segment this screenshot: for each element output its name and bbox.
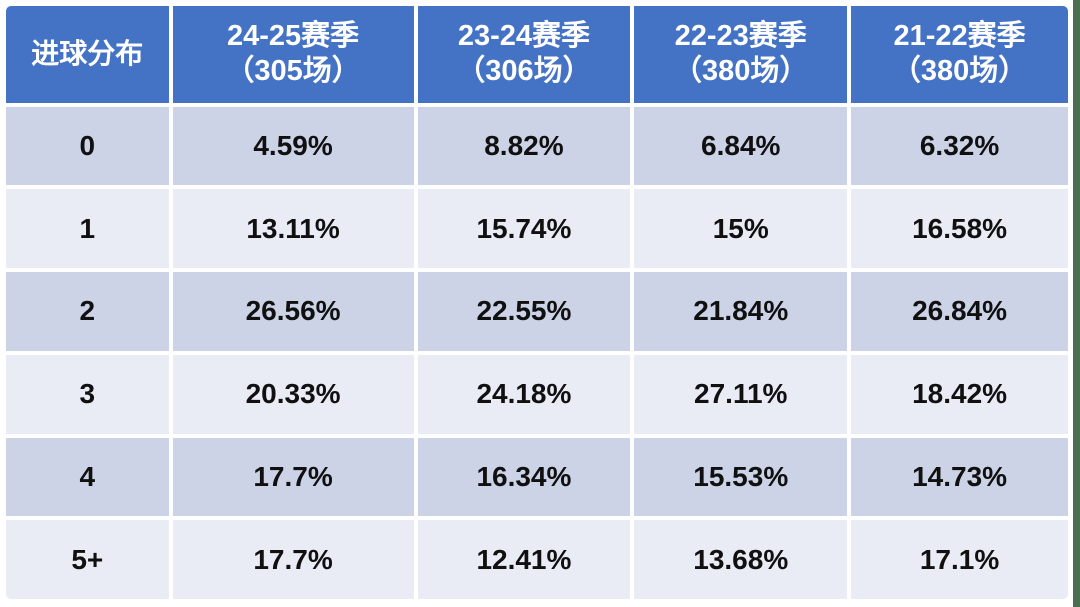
value-cell: 13.11% — [172, 189, 414, 269]
value-cell: 21.84% — [634, 272, 848, 351]
value-cell: 26.56% — [172, 272, 414, 351]
table-header-row: 进球分布 24-25赛季 （305场） 23-24赛季 （306场） 22-23… — [6, 6, 1068, 103]
row-label: 0 — [6, 106, 169, 186]
value-cell: 14.73% — [851, 437, 1068, 517]
row-label: 2 — [6, 272, 169, 351]
row-label: 3 — [6, 354, 169, 434]
value-cell: 15.53% — [634, 437, 848, 517]
value-cell: 22.55% — [417, 272, 631, 351]
value-cell: 17.1% — [851, 520, 1068, 599]
value-cell: 4.59% — [172, 106, 414, 186]
column-header-season-21-22: 21-22赛季 （380场） — [851, 6, 1068, 103]
value-cell: 18.42% — [851, 354, 1068, 434]
season-label: 21-22赛季 — [893, 19, 1026, 52]
games-count-label: （306场） — [456, 55, 592, 88]
value-cell: 6.84% — [634, 106, 848, 186]
row-label: 5+ — [6, 520, 169, 599]
row-label: 1 — [6, 189, 169, 269]
table-row-goals-3: 3 20.33% 24.18% 27.11% 18.42% — [6, 354, 1068, 434]
value-cell: 17.7% — [172, 437, 414, 517]
season-label: 22-23赛季 — [674, 19, 807, 52]
table-row-goals-4: 4 17.7% 16.34% 15.53% 14.73% — [6, 437, 1068, 517]
value-cell: 26.84% — [851, 272, 1068, 351]
table-row-goals-0: 0 4.59% 8.82% 6.84% 6.32% — [6, 106, 1068, 186]
right-edge-strip — [1073, 0, 1080, 607]
column-header-season-22-23: 22-23赛季 （380场） — [634, 6, 848, 103]
column-header-season-24-25: 24-25赛季 （305场） — [172, 6, 414, 103]
value-cell: 20.33% — [172, 354, 414, 434]
column-header-goal-distribution: 进球分布 — [6, 6, 169, 103]
season-label: 23-24赛季 — [457, 19, 590, 52]
value-cell: 6.32% — [851, 106, 1068, 186]
row-label: 4 — [6, 437, 169, 517]
value-cell: 15% — [634, 189, 848, 269]
value-cell: 12.41% — [417, 520, 631, 599]
value-cell: 13.68% — [634, 520, 848, 599]
value-cell: 15.74% — [417, 189, 631, 269]
games-count-label: （305场） — [225, 55, 361, 88]
season-label: 24-25赛季 — [226, 19, 360, 52]
games-count-label: （380场） — [673, 55, 809, 88]
value-cell: 16.58% — [851, 189, 1068, 269]
header-label: 进球分布 — [31, 38, 144, 70]
table-row-goals-5plus: 5+ 17.7% 12.41% 13.68% 17.1% — [6, 520, 1068, 599]
value-cell: 8.82% — [417, 106, 631, 186]
games-count-label: （380场） — [891, 55, 1028, 88]
column-header-season-23-24: 23-24赛季 （306场） — [417, 6, 631, 103]
table-row-goals-2: 2 26.56% 22.55% 21.84% 26.84% — [6, 272, 1068, 351]
value-cell: 27.11% — [634, 354, 848, 434]
value-cell: 17.7% — [172, 520, 414, 599]
table-row-goals-1: 1 13.11% 15.74% 15% 16.58% — [6, 189, 1068, 269]
value-cell: 16.34% — [417, 437, 631, 517]
value-cell: 24.18% — [417, 354, 631, 434]
